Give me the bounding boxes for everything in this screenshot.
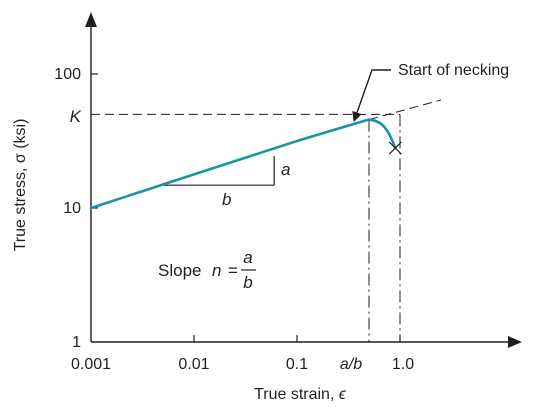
slope-variable: n bbox=[212, 261, 221, 280]
y-axis-arrow-icon bbox=[85, 12, 97, 27]
axis-ticks bbox=[91, 73, 401, 342]
necking-leader-arrow bbox=[352, 69, 391, 122]
x-tick-label-1: 1.0 bbox=[392, 356, 414, 373]
slope-denominator: b bbox=[243, 273, 252, 292]
x-axis-arrow-icon bbox=[508, 336, 522, 348]
slope-triangle bbox=[162, 156, 275, 186]
x-axis-label-symbol: ϵ bbox=[339, 386, 347, 403]
slope-equals: = bbox=[228, 261, 238, 280]
y-tick-label-k: K bbox=[70, 107, 82, 126]
slope-prefix: Slope bbox=[158, 261, 201, 280]
x-tick-label-01: 0.1 bbox=[286, 356, 308, 373]
stress-strain-curve-necking bbox=[367, 118, 397, 150]
y-axis-label: True stress, σ (ksi) bbox=[12, 119, 29, 252]
y-tick-label-100: 100 bbox=[54, 66, 81, 83]
stress-strain-curve-linear bbox=[89, 118, 371, 210]
x-axis-label-text: True strain, bbox=[254, 386, 334, 403]
slope-rise-label: a bbox=[281, 160, 290, 179]
guide-lines bbox=[91, 99, 442, 342]
y-tick-label-10: 10 bbox=[63, 200, 81, 217]
x-tick-label-0001: 0.001 bbox=[71, 356, 111, 373]
extrapolation-line bbox=[368, 99, 442, 121]
slope-formula: Slope n = a b bbox=[158, 248, 256, 292]
necking-annotation: Start of necking bbox=[398, 62, 509, 79]
y-tick-label-1: 1 bbox=[72, 334, 81, 351]
curve-layer bbox=[89, 118, 402, 210]
x-axis-label: True strain, ϵ bbox=[254, 386, 347, 403]
slope-run-label: b bbox=[222, 190, 231, 209]
x-tick-label-necking: a/b bbox=[340, 356, 362, 373]
fracture-marker-stroke-b bbox=[388, 141, 402, 155]
slope-numerator: a bbox=[243, 248, 252, 267]
x-tick-label-001: 0.01 bbox=[178, 356, 209, 373]
